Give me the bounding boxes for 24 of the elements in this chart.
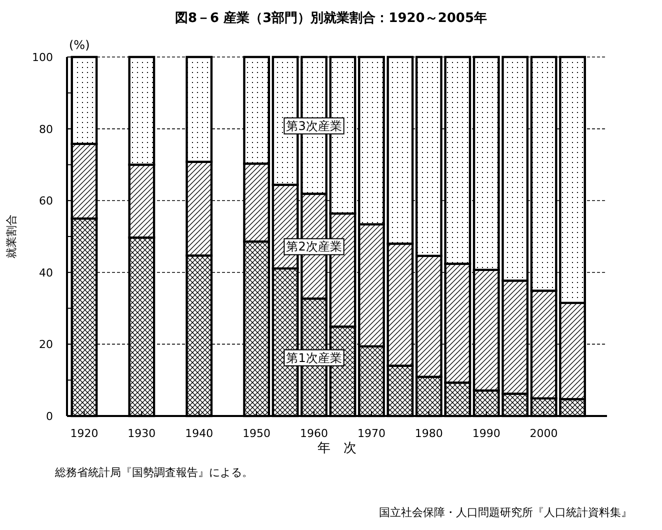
x-tick-label: 1970: [357, 427, 386, 440]
chart-title: 図8－6 産業（3部門）別就業割合：1920～2005年: [174, 10, 488, 26]
x-tick-label: 1920: [70, 427, 98, 440]
x-axis-title: 年 次: [318, 441, 356, 456]
series-label: 第2次産業: [286, 240, 342, 254]
text: (%): [69, 38, 90, 52]
y-tick-label: 20: [39, 338, 53, 352]
y-tick-label: 0: [46, 410, 53, 423]
text: 総務省統計局『国勢調査報告』による。: [54, 466, 253, 479]
y-tick-label: 100: [32, 51, 53, 64]
x-tick-label: 2000: [530, 427, 558, 440]
series-label: 第1次産業: [286, 350, 342, 365]
series-label: 第3次産業: [286, 118, 342, 133]
x-tick-label: 1990: [472, 427, 500, 440]
x-tick-label: 1960: [300, 427, 328, 440]
x-tick-label: 1930: [128, 427, 156, 440]
text: 国立社会保障・人口問題研究所『人口統計資料集』: [379, 506, 632, 519]
x-tick-label: 1950: [242, 427, 271, 440]
y-tick-label: 40: [39, 266, 53, 280]
y-axis-title: 就業割合: [5, 214, 18, 258]
y-tick-label: 80: [39, 122, 53, 136]
x-tick-label: 1980: [414, 427, 443, 440]
x-tick-label: 1940: [185, 427, 214, 440]
y-tick-label: 60: [39, 194, 53, 208]
